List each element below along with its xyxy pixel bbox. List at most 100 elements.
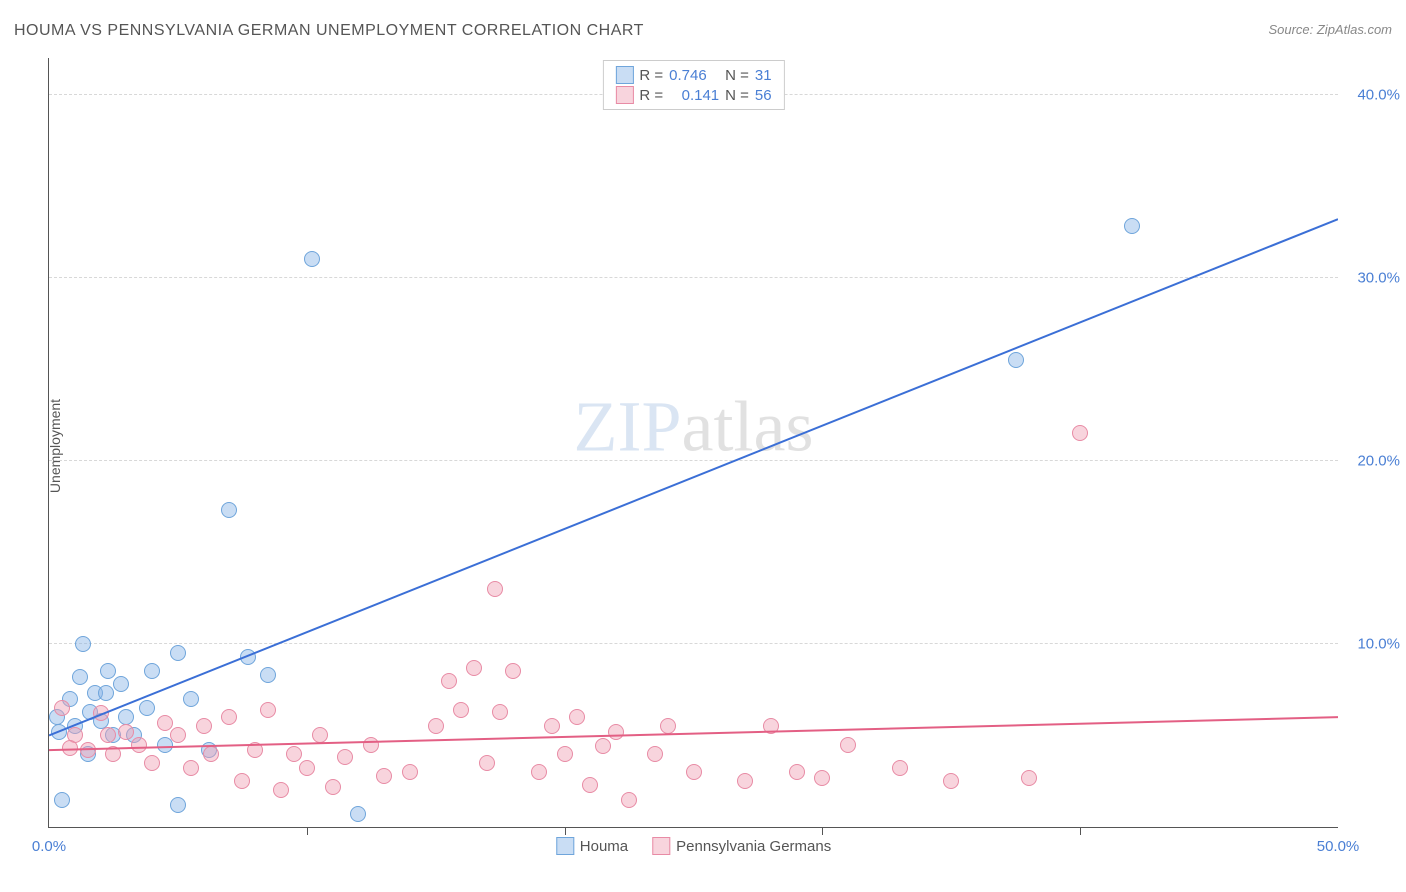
data-point <box>118 724 134 740</box>
data-point <box>304 251 320 267</box>
trend-line <box>49 717 1338 750</box>
legend-r-label: R = <box>639 87 663 104</box>
data-point <box>621 792 637 808</box>
data-point <box>157 715 173 731</box>
data-point <box>943 773 959 789</box>
trend-lines <box>49 58 1338 827</box>
data-point <box>487 581 503 597</box>
legend-label: Pennsylvania Germans <box>676 838 831 855</box>
data-point <box>647 746 663 762</box>
series-legend: Houma Pennsylvania Germans <box>556 837 831 855</box>
data-point <box>170 797 186 813</box>
x-tick <box>822 827 823 835</box>
data-point <box>479 755 495 771</box>
data-point <box>466 660 482 676</box>
data-point <box>54 700 70 716</box>
data-point <box>428 718 444 734</box>
data-point <box>453 702 469 718</box>
data-point <box>144 755 160 771</box>
legend-item: Pennsylvania Germans <box>652 837 831 855</box>
data-point <box>113 676 129 692</box>
data-point <box>203 746 219 762</box>
x-tick <box>307 827 308 835</box>
data-point <box>221 709 237 725</box>
data-point <box>325 779 341 795</box>
data-point <box>402 764 418 780</box>
legend-n-value: 56 <box>755 87 772 104</box>
legend-r-value: 0.746 <box>669 67 719 84</box>
y-tick-label: 10.0% <box>1357 635 1400 652</box>
data-point <box>350 806 366 822</box>
y-tick-label: 30.0% <box>1357 269 1400 286</box>
legend-swatch <box>652 837 670 855</box>
data-point <box>569 709 585 725</box>
watermark-bold: ZIP <box>574 387 682 467</box>
data-point <box>240 649 256 665</box>
data-point <box>608 724 624 740</box>
data-point <box>814 770 830 786</box>
swatch-houma <box>615 66 633 84</box>
data-point <box>737 773 753 789</box>
data-point <box>170 645 186 661</box>
data-point <box>286 746 302 762</box>
y-tick-label: 40.0% <box>1357 86 1400 103</box>
source-attribution: Source: ZipAtlas.com <box>1268 22 1392 37</box>
data-point <box>273 782 289 798</box>
data-point <box>100 727 116 743</box>
data-point <box>118 709 134 725</box>
data-point <box>144 663 160 679</box>
data-point <box>221 502 237 518</box>
data-point <box>660 718 676 734</box>
data-point <box>80 742 96 758</box>
data-point <box>376 768 392 784</box>
correlation-legend: R = 0.746 N = 31 R = 0.141 N = 56 <box>602 60 784 110</box>
data-point <box>131 737 147 753</box>
x-axis-min-label: 0.0% <box>32 838 66 855</box>
watermark-thin: atlas <box>682 387 814 467</box>
legend-item: Houma <box>556 837 628 855</box>
legend-swatch <box>556 837 574 855</box>
legend-row-pagerman: R = 0.141 N = 56 <box>615 85 771 105</box>
legend-r-value: 0.141 <box>669 87 719 104</box>
data-point <box>183 691 199 707</box>
data-point <box>51 724 67 740</box>
data-point <box>98 685 114 701</box>
chart-title: HOUMA VS PENNSYLVANIA GERMAN UNEMPLOYMEN… <box>14 22 644 40</box>
data-point <box>1124 218 1140 234</box>
data-point <box>544 718 560 734</box>
data-point <box>595 738 611 754</box>
gridline <box>49 643 1338 644</box>
gridline <box>49 277 1338 278</box>
legend-n-label: N = <box>725 67 749 84</box>
data-point <box>582 777 598 793</box>
data-point <box>492 704 508 720</box>
data-point <box>72 669 88 685</box>
watermark: ZIPatlas <box>574 386 814 469</box>
legend-n-value: 31 <box>755 67 772 84</box>
data-point <box>1008 352 1024 368</box>
data-point <box>54 792 70 808</box>
x-tick <box>565 827 566 835</box>
data-point <box>260 667 276 683</box>
data-point <box>1021 770 1037 786</box>
data-point <box>100 663 116 679</box>
y-tick-label: 20.0% <box>1357 452 1400 469</box>
data-point <box>840 737 856 753</box>
data-point <box>1072 425 1088 441</box>
x-axis-max-label: 50.0% <box>1317 838 1360 855</box>
data-point <box>686 764 702 780</box>
x-tick <box>1080 827 1081 835</box>
data-point <box>62 740 78 756</box>
data-point <box>337 749 353 765</box>
data-point <box>557 746 573 762</box>
legend-row-houma: R = 0.746 N = 31 <box>615 65 771 85</box>
data-point <box>196 718 212 734</box>
data-point <box>363 737 379 753</box>
data-point <box>441 673 457 689</box>
data-point <box>93 705 109 721</box>
data-point <box>75 636 91 652</box>
data-point <box>170 727 186 743</box>
data-point <box>247 742 263 758</box>
data-point <box>505 663 521 679</box>
legend-label: Houma <box>580 838 628 855</box>
